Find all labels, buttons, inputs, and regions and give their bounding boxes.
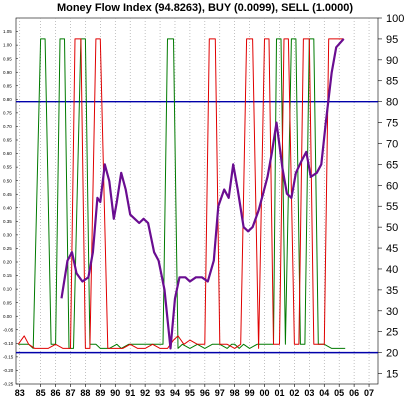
- left-tick-label: 0.60: [3, 151, 12, 156]
- x-tick-label: 00: [260, 388, 270, 398]
- left-tick-label: 0.20: [3, 260, 12, 265]
- left-tick-label: 0.35: [3, 219, 12, 224]
- right-tick-label: 75: [386, 118, 398, 130]
- x-tick-label: 85: [36, 388, 46, 398]
- x-tick-label: 02: [289, 388, 299, 398]
- left-tick-label: 0.65: [3, 138, 12, 143]
- left-tick-label: -0.10: [3, 341, 14, 346]
- x-tick-label: 04: [319, 388, 329, 398]
- x-tick-label: 99: [245, 388, 255, 398]
- x-tick-label: 98: [230, 388, 240, 398]
- right-tick-label: 55: [386, 201, 398, 213]
- left-tick-label: 1.05: [3, 29, 12, 34]
- left-tick-label: 0.85: [3, 83, 12, 88]
- right-tick-label: 90: [386, 55, 398, 67]
- left-tick-label: 0.80: [3, 97, 12, 102]
- x-tick-label: 97: [215, 388, 225, 398]
- left-tick-label: 0.40: [3, 205, 12, 210]
- series-layer: [17, 38, 346, 350]
- x-tick-label: 07: [364, 388, 374, 398]
- left-tick-label: 0.10: [3, 287, 12, 292]
- right-axis: 15 20 25 30 35 40 45 50 55 60 65 70 75 80 85 90 95 100: [378, 13, 404, 381]
- buy-signal-line: [18, 38, 346, 349]
- mfi-line: [60, 38, 345, 350]
- x-tick-label: 93: [155, 388, 165, 398]
- left-tick-label: 0.70: [3, 124, 12, 129]
- left-tick-label: 0.50: [3, 178, 12, 183]
- x-tick-label: 91: [125, 388, 135, 398]
- x-tick-label: 86: [51, 388, 61, 398]
- x-tick-label: 06: [349, 388, 359, 398]
- chart-title: Money Flow Index (94.8263), BUY (0.0099)…: [57, 2, 353, 14]
- right-tick-label: 85: [386, 76, 398, 88]
- right-tick-label: 40: [386, 264, 398, 276]
- right-tick-label: 50: [386, 222, 398, 234]
- left-tick-label: 0.75: [3, 110, 12, 115]
- right-tick-label: 35: [386, 285, 398, 297]
- left-tick-label: 0.00: [3, 314, 12, 319]
- right-tick-label: 20: [386, 348, 398, 360]
- left-tick-label: 0.95: [3, 56, 12, 61]
- x-tick-label: 96: [200, 388, 210, 398]
- x-tick-label: 03: [304, 388, 314, 398]
- right-tick-label: 25: [386, 327, 398, 339]
- left-tick-label: 0.55: [3, 165, 12, 170]
- left-tick-label: 0.05: [3, 300, 12, 305]
- right-tick-label: 70: [386, 138, 398, 150]
- x-tick-label: 89: [95, 388, 105, 398]
- x-tick-label: 83: [15, 388, 25, 398]
- right-tick-label: 45: [386, 243, 398, 255]
- reference-lines: [16, 100, 378, 354]
- left-tick-label: 1.00: [3, 43, 12, 48]
- left-tick-label: 0.45: [3, 192, 12, 197]
- left-tick-label: 0.30: [3, 232, 12, 237]
- x-tick-label: 95: [185, 388, 195, 398]
- sell-signal-line: [17, 38, 344, 349]
- x-tick-label: 87: [65, 388, 75, 398]
- x-axis: 83 85 86 87 88 89 90 91 92 93 94 95 96 97 98 99 00 01 02 03…: [15, 384, 374, 398]
- left-tick-label: -0.15: [3, 354, 14, 359]
- left-axis: -0.25 -0.20 -0.15 -0.10 -0.05 0.00 0.05 0.10 0.1…: [3, 29, 18, 387]
- right-tick-label: 60: [386, 180, 398, 192]
- right-tick-label: 95: [386, 34, 398, 46]
- right-tick-label: 80: [386, 97, 398, 109]
- x-tick-label: 01: [274, 388, 284, 398]
- x-tick-label: 05: [334, 388, 344, 398]
- right-tick-label: 30: [386, 306, 398, 318]
- x-tick-label: 92: [140, 388, 150, 398]
- left-tick-label: -0.05: [3, 327, 14, 332]
- left-tick-label: -0.25: [3, 382, 14, 387]
- x-tick-label: 88: [80, 388, 90, 398]
- left-tick-label: 0.25: [3, 246, 12, 251]
- left-tick-label: -0.20: [3, 368, 14, 373]
- x-tick-label: 94: [170, 388, 180, 398]
- left-tick-label: 0.15: [3, 273, 12, 278]
- right-tick-label: 100: [386, 13, 404, 25]
- right-tick-label: 15: [386, 369, 398, 381]
- right-tick-label: 65: [386, 159, 398, 171]
- plot-frame: [15, 17, 379, 385]
- left-tick-label: 0.90: [3, 70, 12, 75]
- x-tick-label: 90: [110, 388, 120, 398]
